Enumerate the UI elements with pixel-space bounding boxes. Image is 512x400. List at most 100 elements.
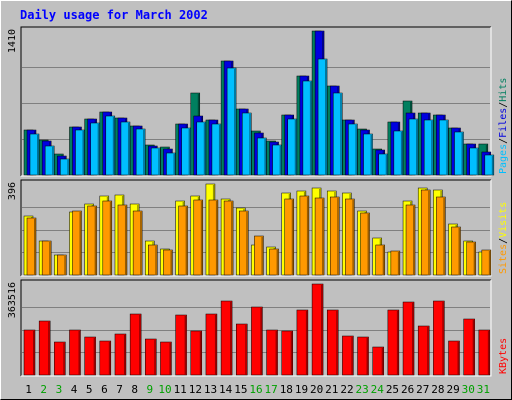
bar-kbytes-day-7 — [114, 333, 127, 376]
bar-sites-day-14 — [223, 200, 234, 276]
bar-shade — [37, 135, 39, 175]
bar-sites-day-19 — [299, 195, 310, 276]
bar-shade — [48, 322, 50, 375]
day-label-12: 12 — [189, 383, 202, 396]
bar-shade — [82, 131, 84, 175]
bar-kbytes-day-4 — [69, 329, 81, 376]
legend-files: Files — [498, 108, 509, 138]
bar-sites-day-13 — [208, 199, 219, 276]
panel-bevel-light — [21, 280, 492, 377]
panel-legend: KBytes — [498, 338, 509, 374]
bar-kbytes-day-23 — [357, 336, 369, 376]
day-label-9: 9 — [147, 383, 154, 396]
bar-kbytes-day-6 — [99, 340, 112, 376]
bar-sites-day-23 — [360, 212, 370, 276]
bar-kbytes-day-24 — [372, 346, 384, 376]
bar-shade — [340, 94, 342, 175]
bar-sites-day-15 — [239, 210, 249, 276]
bar-pages-day-26 — [408, 118, 419, 176]
bar-pages-day-6 — [105, 115, 116, 176]
day-label-4: 4 — [71, 383, 78, 396]
bar-shade — [264, 139, 266, 175]
day-label-3: 3 — [56, 383, 63, 396]
day-label-28: 28 — [431, 383, 444, 396]
bar-kbytes-day-28 — [433, 300, 445, 376]
bar-shade — [428, 191, 430, 275]
bar-sites-day-16 — [254, 235, 264, 276]
bar-kbytes-day-22 — [342, 335, 354, 376]
bar-shade — [67, 160, 69, 175]
bar-shade — [336, 311, 338, 375]
day-label-24: 24 — [371, 383, 385, 396]
bar-sites-day-26 — [405, 204, 416, 276]
bar-sites-day-8 — [132, 210, 143, 276]
bar-shade — [139, 315, 141, 375]
bar-shade — [63, 343, 65, 375]
bar-shade — [185, 207, 188, 275]
bar-shade — [472, 320, 475, 375]
bar-kbytes-day-31 — [478, 329, 491, 376]
day-label-30: 30 — [462, 383, 475, 396]
bar-pages-day-16 — [257, 137, 267, 176]
bar-sites-day-10 — [163, 249, 173, 276]
legend-separator: / — [498, 138, 509, 144]
bar-shade — [337, 198, 339, 275]
bar-sites-day-9 — [148, 244, 158, 276]
bar-shade — [34, 219, 36, 275]
bar-kbytes-day-21 — [326, 309, 339, 376]
bar-shade — [309, 82, 312, 175]
day-label-18: 18 — [280, 383, 293, 396]
day-label-13: 13 — [204, 383, 217, 396]
bar-kbytes-day-5 — [84, 336, 96, 376]
bar-sites-day-25 — [390, 250, 401, 276]
bar-shade — [78, 331, 80, 375]
day-label-10: 10 — [158, 383, 171, 396]
bar-shade — [143, 130, 145, 175]
bar-sites-day-11 — [178, 205, 188, 276]
bar-kbytes-day-3 — [54, 341, 66, 376]
bar-shade — [367, 214, 370, 275]
bar-sites-day-22 — [345, 198, 355, 276]
bar-sites-day-31 — [481, 249, 492, 276]
bar-shade — [366, 338, 369, 375]
bar-pages-day-24 — [378, 153, 388, 176]
bar-shade — [93, 338, 96, 375]
legend-pages: Pages — [498, 144, 509, 174]
bar-shade — [294, 120, 297, 175]
bar-shade — [97, 124, 100, 175]
bar-sites-day-4 — [72, 210, 82, 276]
bar-shade — [290, 332, 293, 375]
bar-shade — [203, 123, 206, 175]
bar-shade — [123, 335, 126, 375]
bar-kbytes-day-18 — [281, 330, 293, 376]
bar-kbytes-day-10 — [160, 341, 172, 376]
bar-kbytes-day-8 — [129, 313, 142, 376]
bar-shade — [169, 343, 171, 375]
bar-shade — [260, 308, 262, 375]
bar-shade — [446, 121, 448, 175]
bar-kbytes-day-29 — [448, 340, 460, 376]
panel-bevel-dark — [20, 279, 491, 376]
bar-pages-day-17 — [272, 144, 282, 176]
bar-shade — [124, 206, 127, 275]
bar-shade — [443, 198, 445, 275]
bar-kbytes-day-17 — [266, 329, 278, 376]
legend-hits: Hits — [498, 78, 509, 102]
bar-sites-day-30 — [466, 241, 476, 276]
bar-shade — [275, 331, 278, 375]
bar-shade — [64, 256, 66, 275]
panel-bevel-dark — [20, 179, 491, 276]
bar-pages-day-8 — [135, 128, 146, 176]
bar-shade — [33, 331, 35, 375]
panel-max-label: 363516 — [7, 282, 18, 318]
bar-pages-day-5 — [90, 122, 100, 176]
day-label-31: 31 — [477, 383, 490, 396]
bar-shade — [442, 302, 444, 375]
day-label-16: 16 — [249, 383, 262, 396]
day-label-26: 26 — [401, 383, 414, 396]
day-label-2: 2 — [40, 383, 47, 396]
bar-shade — [108, 342, 111, 375]
bar-shade — [305, 311, 308, 375]
bar-pages-day-11 — [181, 127, 191, 176]
